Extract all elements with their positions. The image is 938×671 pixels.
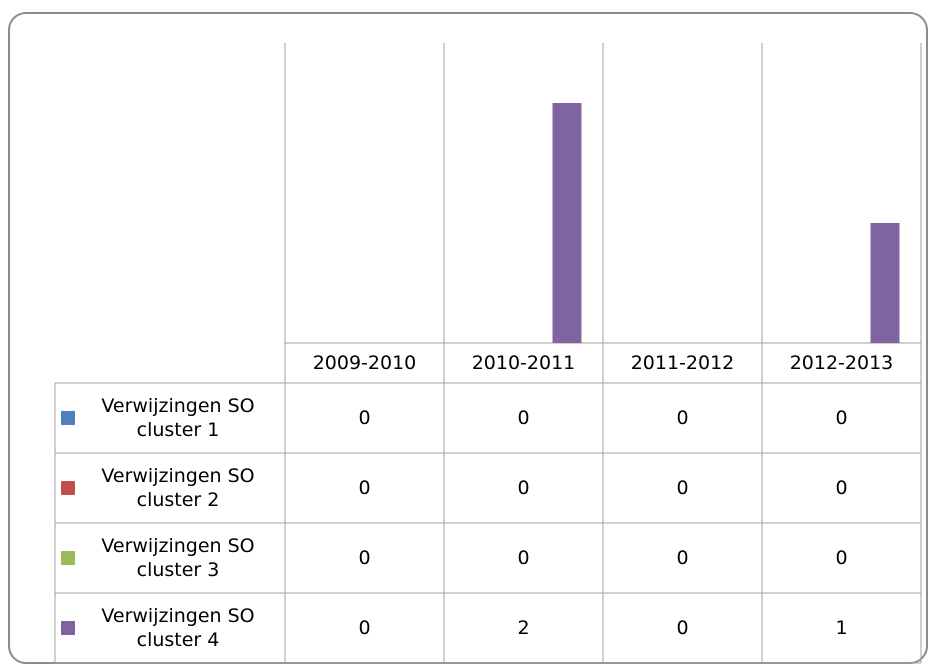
- bar: [870, 223, 900, 343]
- table-value: 0: [358, 547, 371, 569]
- table-value: 0: [358, 407, 371, 429]
- table-value: 0: [517, 407, 530, 429]
- table-value: 1: [835, 617, 848, 639]
- table-value: 0: [835, 477, 848, 499]
- legend-swatch: [61, 551, 75, 565]
- table-value: 0: [517, 547, 530, 569]
- legend-label: Verwijzingen SO cluster 2: [101, 465, 255, 511]
- table-value: 0: [676, 547, 689, 569]
- table-value: 0: [358, 617, 371, 639]
- table-value: 0: [835, 407, 848, 429]
- legend-entry: Verwijzingen SO cluster 2: [55, 453, 285, 523]
- legend-label: Verwijzingen SO cluster 1: [101, 395, 255, 441]
- legend-label: Verwijzingen SO cluster 4: [101, 605, 255, 651]
- x-tick-label: 2012-2013: [789, 352, 894, 374]
- legend-swatch: [61, 481, 75, 495]
- table-value: 2: [517, 617, 530, 639]
- legend-entry: Verwijzingen SO cluster 1: [55, 383, 285, 453]
- legend-entry: Verwijzingen SO cluster 3: [55, 523, 285, 593]
- table-value: 0: [676, 617, 689, 639]
- table-value: 0: [676, 477, 689, 499]
- x-tick-label: 2009-2010: [312, 352, 417, 374]
- table-value: 0: [835, 547, 848, 569]
- bar: [552, 103, 582, 343]
- legend-entry: Verwijzingen SO cluster 4: [55, 593, 285, 663]
- legend-swatch: [61, 621, 75, 635]
- legend-swatch: [61, 411, 75, 425]
- x-tick-label: 2010-2011: [471, 352, 576, 374]
- table-value: 0: [358, 477, 371, 499]
- x-tick-label: 2011-2012: [630, 352, 735, 374]
- table-value: 0: [517, 477, 530, 499]
- legend-label: Verwijzingen SO cluster 3: [101, 535, 255, 581]
- table-value: 0: [676, 407, 689, 429]
